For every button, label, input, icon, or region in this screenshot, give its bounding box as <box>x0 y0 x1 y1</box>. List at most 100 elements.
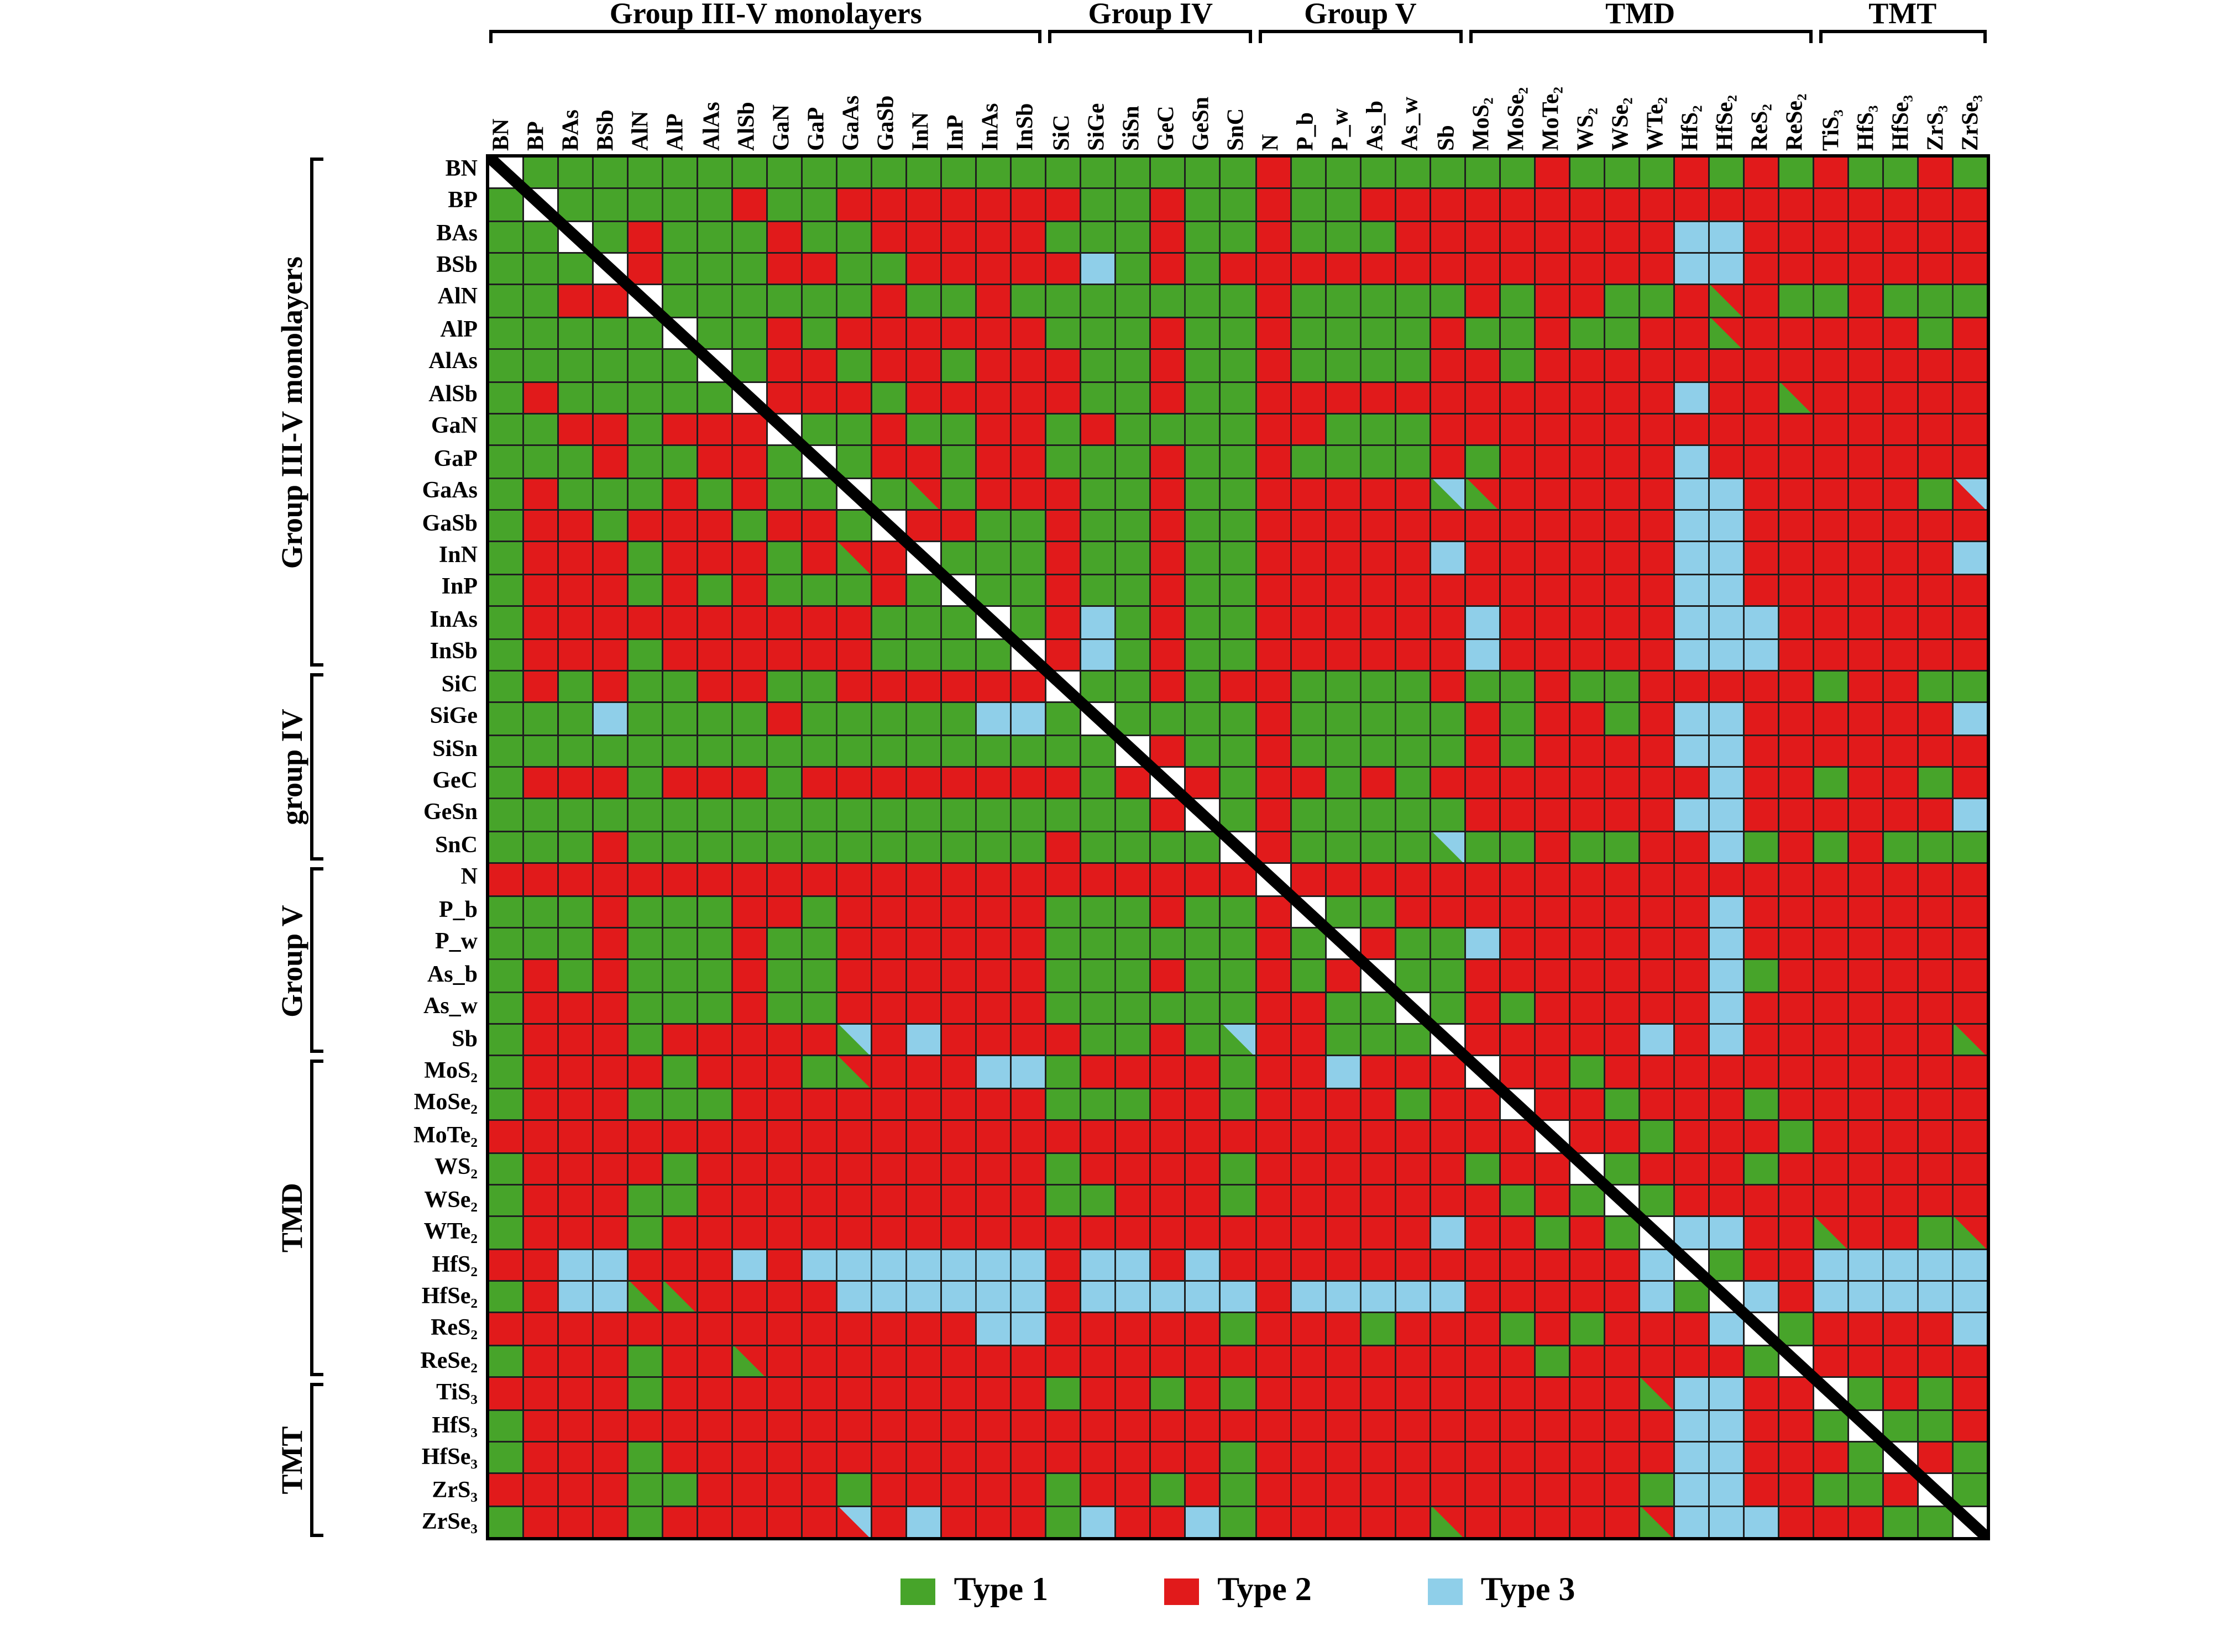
matrix-cell <box>1779 1121 1813 1152</box>
matrix-cell <box>1814 575 1847 606</box>
matrix-cell <box>1674 1025 1708 1056</box>
matrix-cell <box>977 1442 1011 1473</box>
matrix-cell <box>1326 864 1359 895</box>
matrix-cell <box>907 1185 941 1216</box>
matrix-cell <box>1465 254 1499 285</box>
matrix-cell <box>1744 993 1778 1024</box>
matrix-cell <box>1849 158 1882 188</box>
matrix-cell <box>1047 768 1081 799</box>
matrix-cell <box>489 832 523 863</box>
matrix-cell <box>1326 447 1359 478</box>
matrix-cell <box>1605 864 1638 895</box>
matrix-cell <box>768 1025 802 1056</box>
matrix-cell <box>1744 1185 1778 1216</box>
matrix-cell <box>837 1474 871 1505</box>
matrix-cell <box>524 511 558 542</box>
matrix-cell <box>629 960 662 992</box>
matrix-cell <box>1360 1057 1394 1088</box>
matrix-cell <box>559 1314 593 1345</box>
matrix-cell <box>1151 1506 1185 1537</box>
matrix-cell <box>559 382 593 413</box>
matrix-cell <box>1779 1506 1813 1537</box>
matrix-cell <box>977 511 1011 542</box>
matrix-cell <box>1500 1378 1534 1409</box>
matrix-cell <box>1918 1378 1952 1409</box>
matrix-cell <box>942 896 976 927</box>
matrix-cell <box>1395 896 1429 927</box>
matrix-cell <box>559 993 593 1024</box>
matrix-cell <box>1570 736 1604 767</box>
matrix-cell <box>1082 832 1116 863</box>
matrix-cell <box>1430 800 1464 831</box>
matrix-cell <box>629 318 662 349</box>
matrix-cell <box>1849 1185 1882 1216</box>
matrix-cell <box>1570 1025 1604 1056</box>
matrix-cell <box>1047 1153 1081 1184</box>
matrix-cell <box>1570 158 1604 188</box>
matrix-cell <box>1570 447 1604 478</box>
matrix-cell <box>733 1410 767 1441</box>
matrix-cell <box>872 928 906 959</box>
matrix-cell <box>663 479 697 510</box>
matrix-cell <box>1326 1282 1359 1313</box>
matrix-cell <box>524 1025 558 1056</box>
matrix-cell <box>872 832 906 863</box>
matrix-cell <box>1256 190 1290 221</box>
matrix-cell <box>872 864 906 895</box>
matrix-cell <box>872 350 906 381</box>
matrix-cell <box>907 479 941 510</box>
matrix-cell <box>1465 671 1499 702</box>
matrix-cell <box>594 1057 627 1088</box>
matrix-cell <box>872 1506 906 1537</box>
matrix-cell <box>1082 575 1116 606</box>
matrix-cell <box>559 928 593 959</box>
matrix-cell <box>1465 736 1499 767</box>
matrix-cell <box>1082 1025 1116 1056</box>
matrix-cell <box>1709 1249 1743 1281</box>
matrix-cell <box>1535 254 1569 285</box>
matrix-cell <box>1047 639 1081 670</box>
matrix-cell <box>1360 350 1394 381</box>
matrix-cell <box>1779 318 1813 349</box>
matrix-cell <box>1117 511 1150 542</box>
row-label: AlAs <box>428 350 478 376</box>
matrix-cell <box>629 1282 662 1313</box>
matrix-cell <box>1012 1314 1046 1345</box>
matrix-cell <box>1674 1057 1708 1088</box>
matrix-cell <box>1326 896 1359 927</box>
matrix-cell <box>1012 158 1046 188</box>
matrix-cell <box>559 1282 593 1313</box>
matrix-cell <box>1883 1185 1917 1216</box>
matrix-cell <box>1291 1185 1324 1216</box>
matrix-cell <box>1430 993 1464 1024</box>
matrix-cell <box>594 479 627 510</box>
column-label: WS₂ <box>1574 108 1600 151</box>
matrix-cell <box>1640 993 1673 1024</box>
matrix-cell <box>1500 1282 1534 1313</box>
matrix-cell <box>1849 639 1882 670</box>
matrix-cell <box>1291 1089 1324 1120</box>
matrix-cell <box>1709 800 1743 831</box>
matrix-cell <box>698 479 732 510</box>
matrix-cell <box>524 768 558 799</box>
matrix-cell <box>559 1506 593 1537</box>
matrix-cell <box>1012 1506 1046 1537</box>
matrix-cell <box>803 1506 836 1537</box>
matrix-cell <box>1117 1121 1150 1152</box>
matrix-cell <box>1918 1506 1952 1537</box>
matrix-cell <box>489 479 523 510</box>
matrix-cell <box>1640 1089 1673 1120</box>
matrix-cell <box>1151 190 1185 221</box>
top-group: Group III-V monolayers <box>486 0 1045 43</box>
matrix-cell <box>1082 1249 1116 1281</box>
matrix-cell <box>1918 1442 1952 1473</box>
matrix-cell <box>1360 414 1394 445</box>
matrix-cell <box>489 382 523 413</box>
matrix-cell <box>1221 864 1255 895</box>
matrix-cell <box>803 1378 836 1409</box>
column-label: SiC <box>1050 114 1075 151</box>
matrix-cell <box>1640 1474 1673 1505</box>
matrix-cell <box>1605 703 1638 735</box>
matrix-cell <box>733 1057 767 1088</box>
